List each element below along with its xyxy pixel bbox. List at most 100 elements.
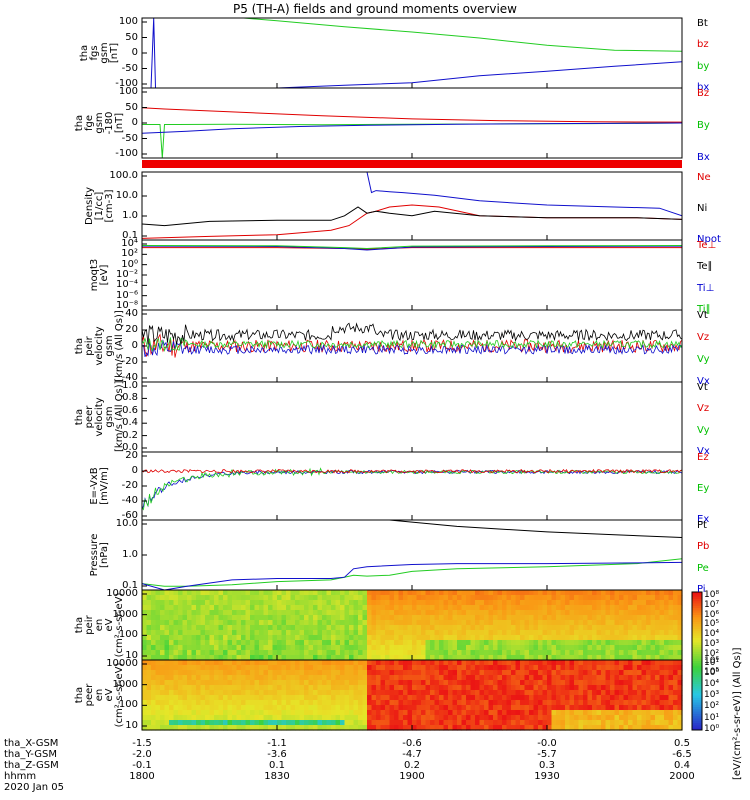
spectrogram-cell	[466, 690, 472, 696]
spectrogram-cell	[151, 715, 157, 721]
spectrogram-cell	[443, 650, 449, 656]
spectrogram-cell	[628, 635, 634, 641]
spectrogram-cell	[650, 605, 656, 611]
spectrogram-cell	[614, 680, 620, 686]
spectrogram-cell	[155, 645, 161, 651]
spectrogram-cell	[268, 655, 274, 661]
spectrogram-cell	[403, 680, 409, 686]
spectrogram-cell	[151, 610, 157, 616]
spectrogram-cell	[524, 670, 530, 676]
spectrogram-cell	[385, 635, 391, 641]
spectrogram-cell	[488, 680, 494, 686]
spectrogram-cell	[155, 610, 161, 616]
spectrogram-cell	[367, 625, 373, 631]
spectrogram-cell	[331, 635, 337, 641]
spectrogram-cell	[619, 700, 625, 706]
spectrogram-cell	[466, 605, 472, 611]
spectrogram-cell	[529, 705, 535, 711]
spectrogram-cell	[493, 595, 499, 601]
legend-ey: Ey	[697, 483, 710, 494]
spectrogram-cell	[430, 660, 436, 666]
spectrogram-cell	[223, 600, 229, 606]
spectrogram-cell	[425, 670, 431, 676]
spectrogram-cell	[502, 590, 508, 596]
colorbar-frame	[691, 591, 703, 731]
spectrogram-cell	[308, 655, 314, 661]
spectrogram-cell	[578, 660, 584, 666]
spectrogram-cell	[587, 705, 593, 711]
spectrogram-cell	[263, 605, 269, 611]
spectrogram-cell	[547, 635, 553, 641]
spectrogram-cell	[601, 665, 607, 671]
spectrogram-cell	[610, 655, 616, 661]
y-axis-title: tha peer en eV (cm²-s-sr-eV)	[74, 660, 125, 730]
spectrogram-cell	[484, 590, 490, 596]
spectrogram-cell	[389, 590, 395, 596]
spectrogram-cell	[142, 600, 148, 606]
spectrogram-cell	[182, 625, 188, 631]
spectrogram-cell	[605, 650, 611, 656]
spectrogram-cell	[290, 685, 296, 691]
spectrogram-cell	[155, 595, 161, 601]
spectrogram-cell	[281, 675, 287, 681]
spectrogram-cell	[443, 640, 449, 646]
spectrogram-cell	[421, 635, 427, 641]
spectrogram-cell	[223, 650, 229, 656]
spectrogram-cell	[317, 635, 323, 641]
spectrogram-cell	[461, 710, 467, 716]
spectrogram-cell	[461, 620, 467, 626]
spectrogram-cell	[169, 620, 175, 626]
spectrogram-cell	[677, 695, 683, 701]
spectrogram-cell	[227, 670, 233, 676]
spectrogram-cell	[146, 650, 152, 656]
spectrogram-cell	[439, 610, 445, 616]
spectrogram-cell	[605, 675, 611, 681]
spectrogram-cell	[470, 595, 476, 601]
spectrogram-cell	[187, 670, 193, 676]
spectrogram-cell	[596, 635, 602, 641]
spectrogram-cell	[335, 630, 341, 636]
spectrogram-cell	[263, 680, 269, 686]
spectrogram-cell	[497, 660, 503, 666]
spectrogram-cell	[173, 630, 179, 636]
spectrogram-cell	[335, 660, 341, 666]
spectrogram-cell	[326, 630, 332, 636]
spectrogram-cell	[232, 680, 238, 686]
spectrogram-cell	[655, 690, 661, 696]
spectrogram-cell	[353, 655, 359, 661]
spectrogram-cell	[497, 685, 503, 691]
spectrogram-cell	[488, 650, 494, 656]
spectrogram-cell	[457, 635, 463, 641]
spectrogram-cell	[286, 720, 292, 726]
spectrogram-cell	[610, 650, 616, 656]
spectrogram-cell	[466, 710, 472, 716]
spectrogram-cell	[317, 640, 323, 646]
spectrogram-cell	[493, 700, 499, 706]
spectrogram-cell	[164, 680, 170, 686]
spectrogram-cell	[434, 600, 440, 606]
spectrogram-cell	[340, 630, 346, 636]
spectrogram-cell	[439, 630, 445, 636]
spectrogram-cell	[196, 695, 202, 701]
spectrogram-cell	[223, 675, 229, 681]
spectrogram-cell	[475, 715, 481, 721]
spectrogram-cell	[259, 635, 265, 641]
spectrogram-cell	[574, 660, 580, 666]
spectrogram-cell	[583, 695, 589, 701]
spectrogram-cell	[569, 685, 575, 691]
spectrogram-cell	[466, 715, 472, 721]
spectrogram-cell	[385, 670, 391, 676]
spectrogram-cell	[610, 625, 616, 631]
spectrogram-cell	[560, 655, 566, 661]
spectrogram-cell	[565, 690, 571, 696]
spectrogram-cell	[619, 675, 625, 681]
spectrogram-cell	[367, 640, 373, 646]
spectrogram-cell	[524, 655, 530, 661]
spectrogram-cell	[502, 720, 508, 726]
legend-te∥: Te∥	[697, 261, 713, 273]
spectrogram-cell	[493, 660, 499, 666]
spectrogram-cell	[614, 615, 620, 621]
spectrogram-cell	[556, 695, 562, 701]
spectrogram-cell	[187, 665, 193, 671]
spectrogram-cell	[434, 635, 440, 641]
